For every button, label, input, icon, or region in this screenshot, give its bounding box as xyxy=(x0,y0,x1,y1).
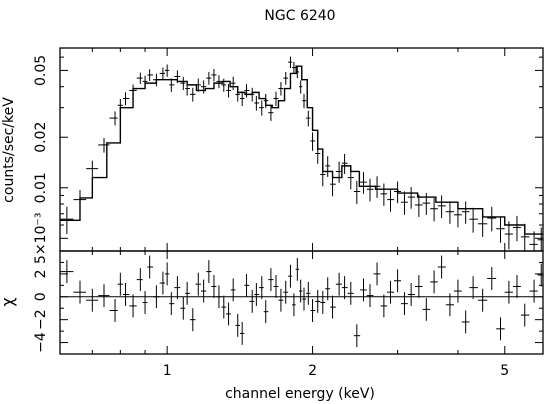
chart-title: NGC 6240 xyxy=(264,8,335,24)
top-panel-ticks xyxy=(59,48,544,251)
y-tick-label: −4 xyxy=(33,332,49,353)
y-tick-label: 2 xyxy=(33,269,49,278)
residual-data-points xyxy=(60,255,543,348)
model-step-line xyxy=(60,65,543,235)
y-axis-label-bottom: χ xyxy=(0,297,17,306)
bottom-panel-frame xyxy=(59,250,544,355)
spectrum-data-points xyxy=(60,56,543,251)
x-tick-label: 5 xyxy=(500,363,509,379)
y-axis-label-top: counts/sec/keV xyxy=(1,97,17,203)
residual-panel-ytick-labels: −4−2 0 2 xyxy=(33,269,49,352)
top-panel-ytick-labels: 5×10⁻³ 0.01 0.02 0.05 xyxy=(33,55,49,264)
y-tick-label: 0.05 xyxy=(33,55,49,86)
bottom-panel: −4−2 0 2 1 2 5 xyxy=(33,251,544,379)
y-tick-label: 5×10⁻³ xyxy=(33,213,49,264)
y-tick-label: 0 xyxy=(33,292,49,301)
y-tick-label: −2 xyxy=(33,309,49,330)
x-tick-labels: 1 2 5 xyxy=(163,363,510,379)
x-axis-label: channel energy (keV) xyxy=(225,386,375,402)
spectrum-model xyxy=(60,65,543,235)
residual-panel-ticks xyxy=(59,251,544,354)
x-tick-label: 2 xyxy=(308,363,317,379)
y-tick-label: 0.02 xyxy=(33,122,49,153)
top-panel: 5×10⁻³ 0.01 0.02 0.05 xyxy=(33,48,544,264)
x-tick-label: 1 xyxy=(163,363,172,379)
y-tick-label: 0.01 xyxy=(33,172,49,203)
